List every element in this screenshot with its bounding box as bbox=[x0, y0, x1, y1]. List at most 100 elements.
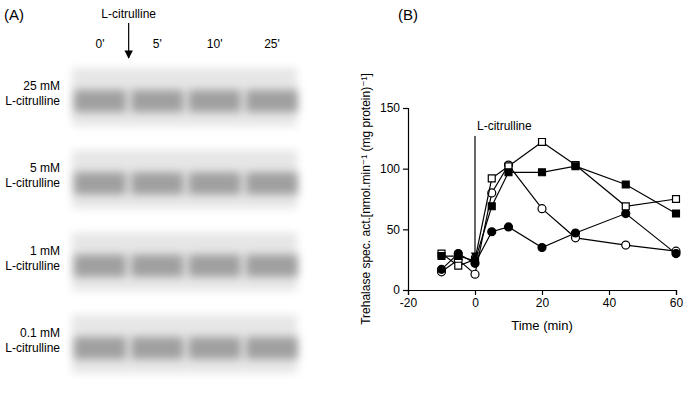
tick-label: -20 bbox=[400, 296, 418, 310]
gel-band bbox=[189, 337, 241, 359]
annotation: L-citrulline bbox=[477, 119, 532, 133]
gel-band bbox=[246, 172, 298, 194]
row-label-line: L-citrulline bbox=[5, 259, 60, 273]
tick-label: 0 bbox=[472, 296, 479, 310]
lane-label: 25' bbox=[264, 37, 280, 51]
tick-mark bbox=[403, 169, 408, 170]
row-label: 1 mML-citrulline bbox=[5, 244, 60, 273]
gel-strip bbox=[72, 233, 298, 291]
tick: 40 bbox=[603, 290, 617, 310]
lane-label: 5' bbox=[153, 37, 162, 51]
gel-band bbox=[74, 337, 126, 359]
tick-mark bbox=[403, 290, 408, 291]
treatment-arrow bbox=[128, 23, 129, 58]
treatment-label: L-citrulline bbox=[101, 7, 156, 21]
row-label-line: L-citrulline bbox=[5, 341, 60, 355]
x-axis: -20 0 20 40 60 bbox=[400, 290, 684, 310]
data-point bbox=[505, 161, 513, 169]
series-line bbox=[442, 165, 677, 274]
gel-band bbox=[189, 90, 241, 112]
gel-band bbox=[131, 255, 183, 277]
row-label: 5 mML-citrulline bbox=[5, 161, 60, 190]
data-point bbox=[572, 229, 580, 237]
data-point bbox=[622, 241, 630, 249]
plot-area bbox=[438, 139, 680, 279]
axis-line bbox=[403, 109, 409, 291]
tick: 60 bbox=[670, 290, 684, 310]
data-point bbox=[672, 250, 680, 258]
gel-background bbox=[72, 150, 297, 208]
data-point bbox=[438, 265, 446, 273]
data-point bbox=[622, 181, 629, 188]
data-point bbox=[539, 139, 546, 146]
gel-band bbox=[131, 337, 183, 359]
gel-band bbox=[189, 255, 241, 277]
gel-band bbox=[131, 90, 183, 112]
data-point bbox=[455, 262, 462, 269]
tick-label: 50 bbox=[387, 223, 401, 237]
row-label-line: 0.1 mM bbox=[20, 326, 60, 340]
data-point bbox=[471, 270, 479, 278]
gel-strip bbox=[72, 68, 298, 126]
gel-background bbox=[72, 68, 297, 126]
lane-label: 10' bbox=[207, 37, 223, 51]
data-point bbox=[455, 253, 462, 260]
data-point bbox=[505, 169, 512, 176]
gel-band bbox=[246, 337, 298, 359]
gel-band bbox=[246, 255, 298, 277]
annotation-arrow bbox=[474, 136, 475, 260]
gel-background bbox=[72, 315, 297, 373]
row-label-line: L-citrulline bbox=[5, 94, 60, 108]
data-point bbox=[538, 244, 546, 252]
tick-mark bbox=[475, 290, 476, 295]
tick: -20 bbox=[400, 290, 418, 310]
tick-label: 20 bbox=[536, 296, 550, 310]
row-label: 0.1 mML-citrulline bbox=[5, 326, 60, 355]
data-point bbox=[438, 253, 445, 260]
gel-band bbox=[246, 90, 298, 112]
data-point bbox=[538, 205, 546, 213]
row-label: 25 mML-citrulline bbox=[5, 79, 60, 108]
data-point bbox=[622, 210, 630, 218]
series-line bbox=[442, 214, 677, 270]
data-point bbox=[622, 203, 629, 210]
tick-label: 40 bbox=[603, 296, 617, 310]
data-point bbox=[488, 175, 495, 182]
axis-line bbox=[409, 291, 677, 296]
figure: (A)L-citrulline0'5'10'25'25 mML-citrulli… bbox=[0, 0, 688, 405]
gel-background bbox=[72, 233, 297, 291]
tick: 100 bbox=[380, 162, 408, 176]
tick-mark bbox=[403, 108, 408, 109]
tick-mark bbox=[676, 290, 677, 295]
tick: 0 bbox=[472, 290, 479, 310]
series-line bbox=[442, 142, 677, 266]
gel-band bbox=[74, 255, 126, 277]
tick-mark bbox=[403, 229, 408, 230]
tick-label: 150 bbox=[380, 101, 400, 115]
y-axis: 0 50 100 150 bbox=[380, 101, 409, 297]
data-point bbox=[488, 203, 495, 210]
panel-label: (B) bbox=[398, 6, 418, 23]
data-point bbox=[505, 223, 513, 231]
gel-strip bbox=[72, 150, 298, 208]
series-line bbox=[442, 166, 677, 261]
tick: 0 bbox=[393, 283, 408, 297]
data-point bbox=[572, 163, 579, 170]
tick: 150 bbox=[380, 101, 408, 115]
row-label-line: L-citrulline bbox=[5, 176, 60, 190]
gel-band bbox=[74, 172, 126, 194]
x-axis-title: Time (min) bbox=[511, 318, 573, 333]
tick: 50 bbox=[387, 223, 408, 237]
tick-label: 0 bbox=[393, 283, 400, 297]
tick-label: 100 bbox=[380, 162, 400, 176]
lane-label: 0' bbox=[96, 37, 105, 51]
panel-b: (B)-200204060050100150Time (min)Trehalas… bbox=[359, 6, 683, 333]
row-label-line: 1 mM bbox=[30, 244, 60, 258]
tick-label: 60 bbox=[670, 296, 684, 310]
data-point bbox=[673, 196, 680, 203]
gel-band bbox=[189, 172, 241, 194]
gel-band bbox=[74, 90, 126, 112]
tick-mark bbox=[609, 290, 610, 295]
row-label-line: 25 mM bbox=[23, 79, 60, 93]
gel-band bbox=[131, 172, 183, 194]
